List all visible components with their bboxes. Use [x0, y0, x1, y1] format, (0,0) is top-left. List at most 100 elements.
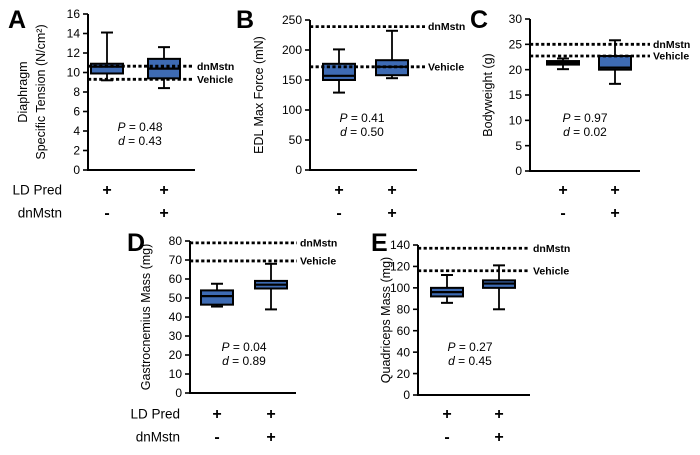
ref-line-label-dnmstn: dnMstn: [300, 238, 337, 250]
y-tick-label: 150: [282, 73, 302, 87]
ref-line-label-dnmstn: dnMstn: [533, 243, 570, 255]
y-tick-label: 60: [169, 272, 183, 286]
panel-letter: C: [470, 6, 488, 34]
y-tick-label: 100: [390, 281, 410, 295]
y-tick-label: 12: [67, 46, 81, 60]
panel-letter: A: [8, 6, 26, 34]
y-tick-label: 10: [169, 367, 183, 381]
ld-pred-symbol: +: [494, 406, 503, 423]
y-tick-label: 4: [73, 124, 80, 138]
y-tick-label: 20: [169, 348, 183, 362]
dnmstn-symbol: -: [214, 429, 219, 446]
y-axis-title: Quadriceps Mass (mg): [379, 257, 393, 383]
ld-pred-symbol: +: [387, 182, 396, 199]
stats-p-value: P = 0.27: [447, 340, 492, 354]
dnmstn-symbol: -: [560, 205, 565, 222]
panel-letter: D: [127, 229, 145, 257]
ld-pred-symbol: +: [610, 182, 619, 199]
ld-pred-symbol: +: [442, 406, 451, 423]
ref-line-label-dnmstn: dnMstn: [197, 61, 234, 73]
y-tick-label: 0: [295, 163, 302, 177]
panel-C: C Bodyweight (g) 0 5 10 15 20 25 30 P = 0.97d = 0…: [470, 6, 690, 222]
panel-letter: B: [236, 6, 254, 34]
ld-pred-symbol: +: [334, 182, 343, 199]
ld-pred-symbol: +: [212, 406, 221, 423]
y-tick-label: 40: [397, 345, 411, 359]
y-tick-label: 15: [509, 88, 523, 102]
y-tick-label: 80: [397, 302, 411, 316]
y-tick-label: 6: [73, 105, 80, 119]
y-tick-label: 120: [390, 260, 410, 274]
stats-p-value: P = 0.41: [339, 111, 384, 125]
y-tick-label: 40: [169, 310, 183, 324]
y-tick-label: 50: [169, 291, 183, 305]
y-tick-label: 50: [289, 133, 303, 147]
stats-d-value: d = 0.89: [222, 354, 266, 368]
y-tick-label: 8: [73, 85, 80, 99]
y-tick-label: 70: [169, 253, 183, 267]
dnmstn-symbol: +: [159, 205, 168, 222]
ld-pred-symbol: +: [558, 182, 567, 199]
y-tick-label: 20: [509, 63, 523, 77]
y-tick-label: 30: [509, 12, 523, 26]
y-tick-label: 30: [169, 329, 183, 343]
y-axis-title: Gastrocnemius Mass (mg): [139, 244, 153, 391]
y-tick-label: 16: [67, 7, 81, 21]
stats-d-value: d = 0.45: [448, 354, 492, 368]
stats-d-value: d = 0.43: [118, 134, 162, 148]
box-plot: [90, 62, 124, 75]
y-tick-label: 0: [403, 388, 410, 402]
stats-d-value: d = 0.02: [563, 125, 607, 139]
y-axis-title: Diaphragm: [16, 61, 30, 122]
ref-line-label-vehicle: Vehicle: [533, 265, 569, 277]
dnmstn-symbol: +: [387, 205, 396, 222]
y-tick-label: 0: [515, 164, 522, 178]
y-tick-label: 14: [67, 27, 81, 41]
ref-line-label-dnmstn: dnMstn: [428, 21, 465, 33]
y-tick-label: 80: [169, 234, 183, 248]
ld-pred-symbol: +: [102, 182, 111, 199]
y-tick-label: 10: [509, 114, 523, 128]
ref-line-label-vehicle: Vehicle: [300, 256, 336, 268]
row-label-dnmstn: dnMstn: [18, 206, 62, 221]
dnmstn-symbol: -: [336, 205, 341, 222]
dnmstn-symbol: +: [610, 205, 619, 222]
y-axis-title: EDL Max Force (mN): [252, 36, 266, 154]
row-label-dnmstn: dnMstn: [136, 430, 180, 445]
y-tick-label: 100: [282, 103, 302, 117]
y-tick-label: 5: [515, 139, 522, 153]
stats-d-value: d = 0.50: [340, 125, 384, 139]
ref-line-label-vehicle: Vehicle: [428, 61, 464, 73]
stats-p-value: P = 0.97: [562, 111, 607, 125]
y-tick-label: 25: [509, 38, 523, 52]
y-tick-label: 0: [73, 163, 80, 177]
y-tick-label: 2: [73, 144, 80, 158]
ref-line-label-dnmstn: dnMstn: [653, 39, 690, 51]
ref-line-label-vehicle: Vehicle: [197, 74, 233, 86]
y-axis-title: Bodyweight (g): [481, 53, 495, 136]
box-plot: [200, 289, 234, 306]
dnmstn-symbol: -: [104, 205, 109, 222]
y-tick-label: 20: [397, 367, 411, 381]
y-tick-label: 140: [390, 238, 410, 252]
ref-line-label-vehicle: Vehicle: [653, 51, 689, 63]
y-tick-label: 0: [175, 386, 182, 400]
dnmstn-symbol: -: [444, 429, 449, 446]
stats-p-value: P = 0.04: [221, 340, 266, 354]
row-label-ld-pred: LD Pred: [12, 183, 62, 198]
y-tick-label: 10: [67, 66, 81, 80]
ld-pred-symbol: +: [159, 182, 168, 199]
y-tick-label: 200: [282, 43, 302, 57]
panel-letter: E: [371, 229, 388, 257]
panel-A: A Diaphragm Specific Tension (N/cm²) 0 2 4 6 8 1…: [8, 6, 234, 222]
y-axis-title: Specific Tension (N/cm²): [34, 24, 48, 159]
panel-B: B EDL Max Force (mN) 0 50 100 150 200 250 P = 0.…: [236, 6, 465, 222]
ld-pred-symbol: +: [266, 406, 275, 423]
dnmstn-symbol: +: [494, 429, 503, 446]
row-label-ld-pred: LD Pred: [130, 407, 180, 422]
y-tick-label: 60: [397, 324, 411, 338]
